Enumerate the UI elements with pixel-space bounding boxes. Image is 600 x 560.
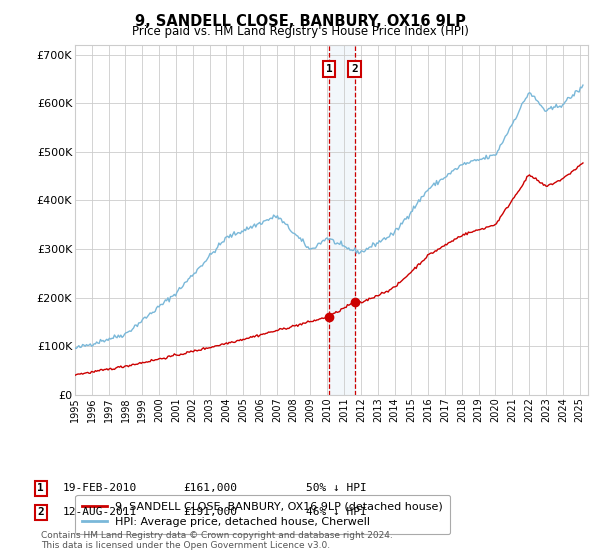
Text: 9, SANDELL CLOSE, BANBURY, OX16 9LP: 9, SANDELL CLOSE, BANBURY, OX16 9LP — [134, 14, 466, 29]
Text: Contains HM Land Registry data © Crown copyright and database right 2024.
This d: Contains HM Land Registry data © Crown c… — [41, 530, 392, 550]
Text: 1: 1 — [326, 64, 332, 74]
Text: 46% ↓ HPI: 46% ↓ HPI — [306, 507, 367, 517]
Text: £161,000: £161,000 — [183, 483, 237, 493]
Text: 50% ↓ HPI: 50% ↓ HPI — [306, 483, 367, 493]
Text: 19-FEB-2010: 19-FEB-2010 — [63, 483, 137, 493]
Bar — [329, 45, 355, 395]
Text: 12-AUG-2011: 12-AUG-2011 — [63, 507, 137, 517]
Text: 1: 1 — [37, 483, 44, 493]
Text: 2: 2 — [37, 507, 44, 517]
Text: 2: 2 — [351, 64, 358, 74]
Text: £191,000: £191,000 — [183, 507, 237, 517]
Legend: 9, SANDELL CLOSE, BANBURY, OX16 9LP (detached house), HPI: Average price, detach: 9, SANDELL CLOSE, BANBURY, OX16 9LP (det… — [76, 495, 450, 534]
Text: Price paid vs. HM Land Registry's House Price Index (HPI): Price paid vs. HM Land Registry's House … — [131, 25, 469, 38]
